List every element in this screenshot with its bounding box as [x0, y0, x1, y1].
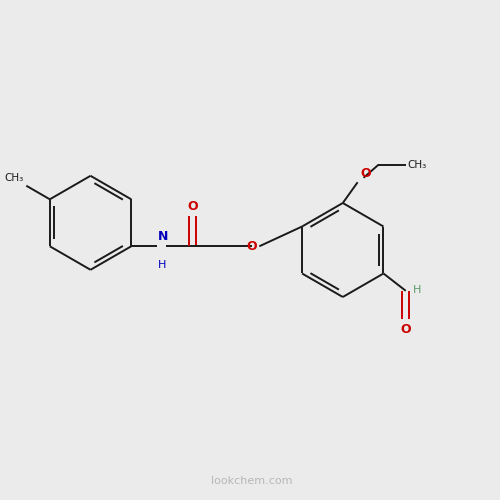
Text: H: H	[158, 260, 166, 270]
Text: H: H	[413, 285, 422, 295]
Text: O: O	[246, 240, 257, 253]
Text: CH₃: CH₃	[408, 160, 427, 170]
Text: O: O	[360, 167, 370, 180]
Text: CH₃: CH₃	[4, 173, 24, 183]
Text: lookchem.com: lookchem.com	[210, 476, 292, 486]
Text: O: O	[187, 200, 198, 212]
Text: N: N	[158, 230, 168, 243]
Text: O: O	[400, 324, 411, 336]
